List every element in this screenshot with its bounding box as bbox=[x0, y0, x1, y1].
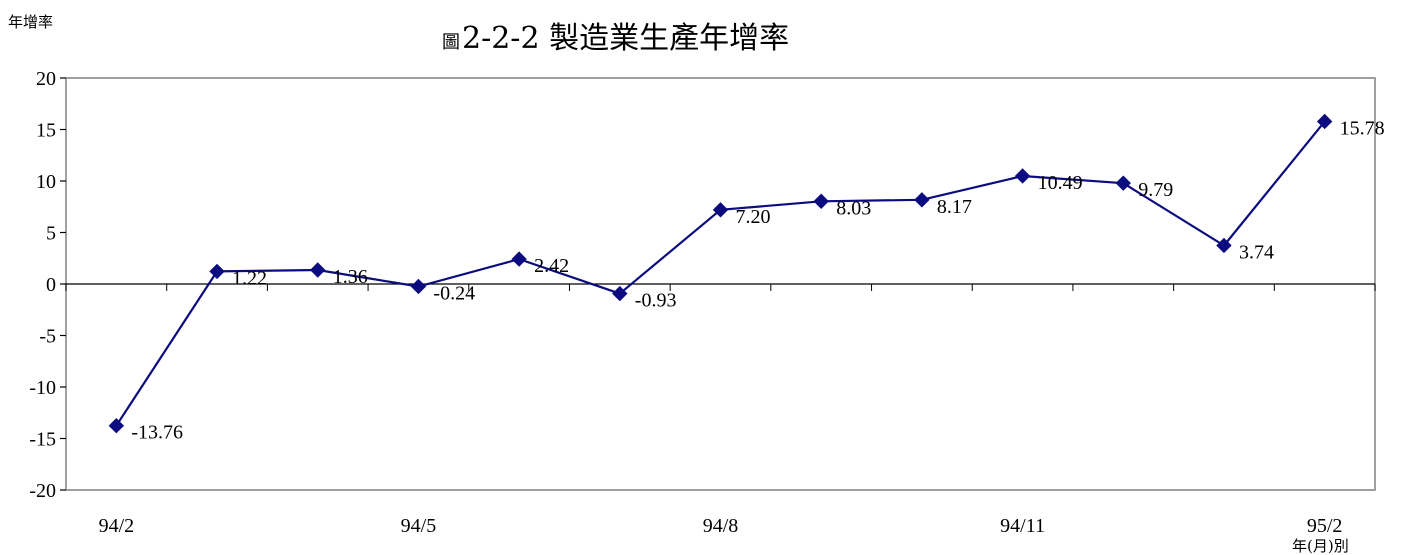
y-tick-label: 0 bbox=[46, 274, 56, 296]
data-point bbox=[1316, 113, 1333, 130]
data-label: 8.03 bbox=[836, 197, 871, 219]
x-tick-label: 94/5 bbox=[401, 515, 437, 537]
data-point bbox=[914, 192, 930, 208]
data-labels: -13.76 1.22 1.36 -0.24 2.42 -0.93 7.20 8.03 8.17… bbox=[131, 117, 1384, 443]
data-label: 15.78 bbox=[1340, 117, 1385, 139]
x-tick-label: 94/2 bbox=[99, 515, 135, 537]
data-point bbox=[108, 418, 125, 434]
chart-title: 2-2-2 製造業生產年增率 bbox=[462, 21, 789, 56]
data-label: 1.36 bbox=[333, 266, 368, 288]
y-tick-label: 15 bbox=[36, 120, 56, 142]
data-point bbox=[410, 278, 427, 295]
y-tick-label: 10 bbox=[36, 171, 56, 193]
y-tick-label: -20 bbox=[29, 480, 56, 502]
x-axis: 94/2 94/5 94/8 94/11 95/2 bbox=[65, 283, 1376, 537]
data-label: -0.24 bbox=[433, 282, 475, 304]
y-axis: 20 15 10 5 0 -5 -10 -15 -20 bbox=[29, 68, 66, 502]
data-label: 2.42 bbox=[534, 255, 569, 277]
data-label: 1.22 bbox=[232, 267, 267, 289]
series-line bbox=[115, 120, 1326, 427]
y-tick-label: -15 bbox=[29, 429, 56, 451]
data-label: -13.76 bbox=[131, 422, 183, 444]
y-tick-label: 20 bbox=[36, 68, 56, 90]
x-axis-label: 年(月)別 bbox=[1292, 537, 1349, 555]
x-tick-label: 95/2 bbox=[1307, 515, 1343, 537]
y-tick-label: 5 bbox=[46, 223, 56, 245]
chart-title-prefix: 圖 bbox=[442, 32, 460, 53]
y-tick-label: -5 bbox=[39, 326, 56, 348]
data-point bbox=[1014, 168, 1031, 184]
data-label: 10.49 bbox=[1038, 172, 1083, 194]
x-tick-label: 94/8 bbox=[703, 515, 739, 537]
data-label: -0.93 bbox=[635, 290, 677, 312]
data-point bbox=[813, 193, 829, 209]
y-tick-label: -10 bbox=[29, 377, 56, 399]
data-label: 7.20 bbox=[736, 206, 771, 228]
data-point bbox=[712, 202, 729, 218]
data-label: 9.79 bbox=[1138, 179, 1173, 201]
data-point bbox=[612, 285, 628, 302]
data-point bbox=[1115, 175, 1131, 191]
data-point bbox=[310, 262, 326, 278]
data-point bbox=[511, 251, 527, 267]
y-axis-label: 年增率 bbox=[8, 13, 53, 31]
data-label: 8.17 bbox=[937, 196, 972, 218]
x-tick-label: 94/11 bbox=[1000, 515, 1045, 537]
data-label: 3.74 bbox=[1239, 241, 1274, 263]
data-point bbox=[1216, 237, 1232, 254]
data-point bbox=[209, 263, 225, 280]
series-production-growth bbox=[108, 113, 1333, 434]
